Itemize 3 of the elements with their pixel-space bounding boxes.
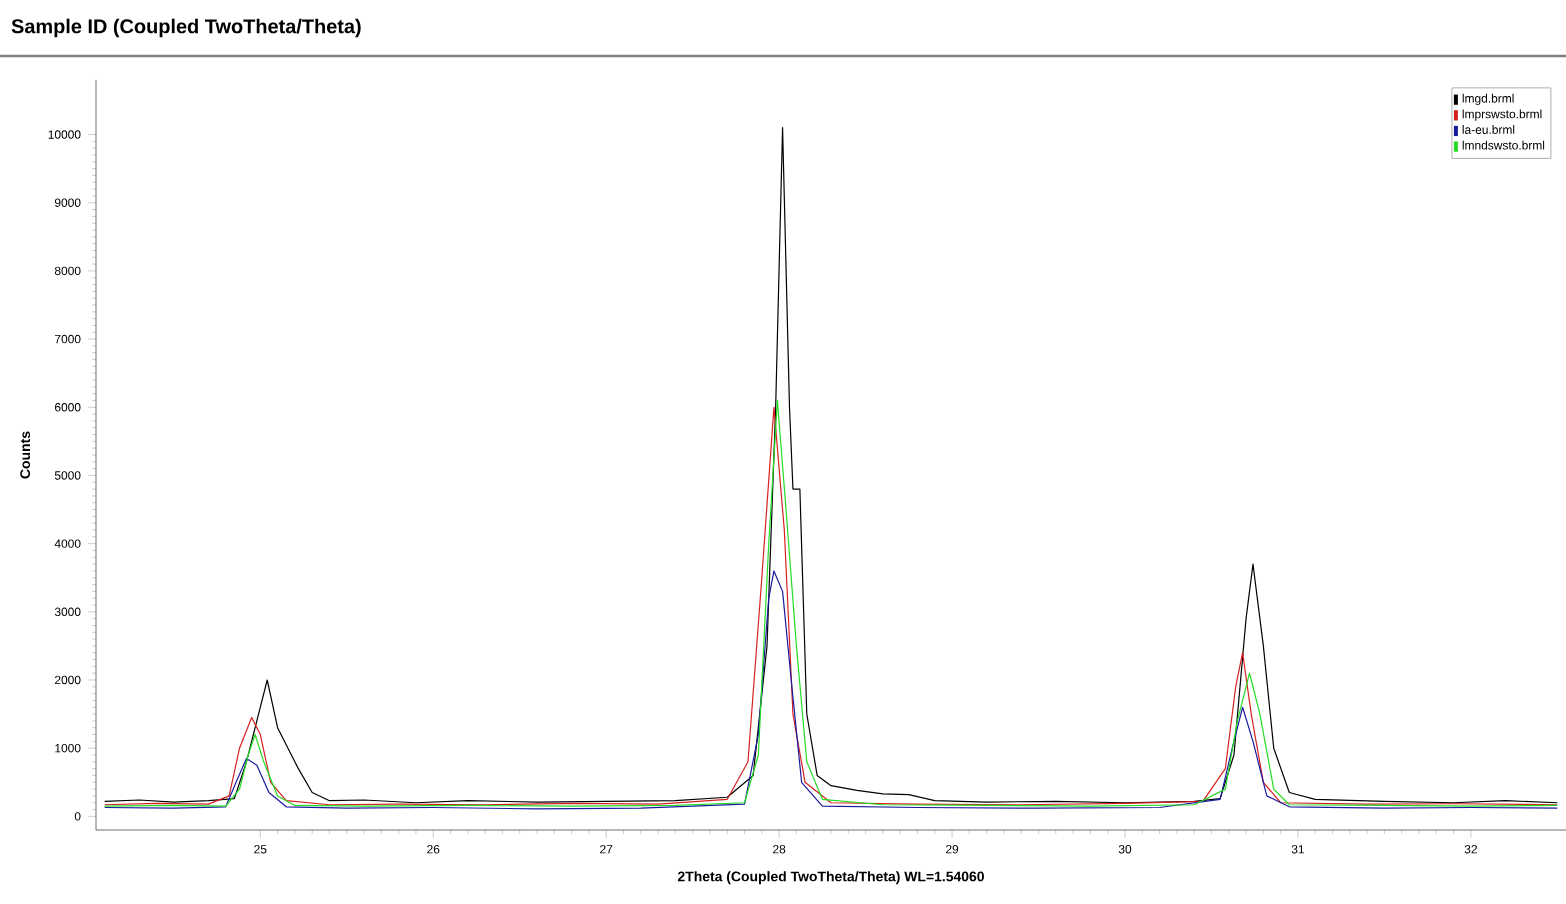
line-series — [104, 127, 1558, 804]
chart-title: Sample ID (Coupled TwoTheta/Theta) — [11, 18, 361, 38]
line-series — [104, 570, 1558, 810]
